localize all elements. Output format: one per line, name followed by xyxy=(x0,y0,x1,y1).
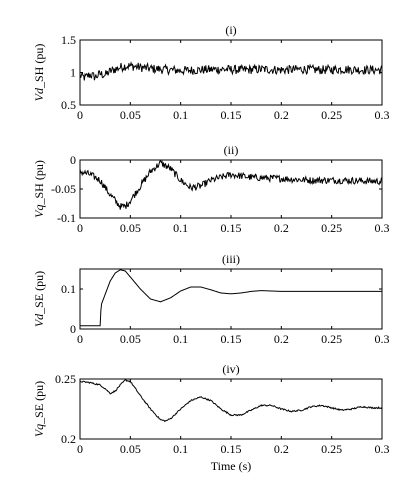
x-tick-label: 0.15 xyxy=(221,108,242,122)
y-axis-label-suffix: _SH (pu) xyxy=(32,160,46,205)
y-axis-label-symbol: Vd xyxy=(32,87,46,101)
y-axis-label-symbol: Vd xyxy=(32,313,46,327)
panel-label: (ii) xyxy=(224,143,239,157)
x-tick-label: 0 xyxy=(77,442,83,456)
y-axis-label-suffix: _SE (pu) xyxy=(32,271,46,315)
series-line xyxy=(79,61,383,81)
x-tick-label: 0.2 xyxy=(274,221,289,235)
plot-frame xyxy=(79,159,383,219)
y-axis-label: Vd_SE (pu) xyxy=(32,271,46,327)
x-tick-label: 0.05 xyxy=(120,108,141,122)
x-tick-label: 0.3 xyxy=(375,108,390,122)
series-line xyxy=(80,269,382,327)
x-tick-label: 0.25 xyxy=(321,332,342,346)
y-axis-label-symbol: Vq xyxy=(32,424,46,437)
x-tick-label: 0.25 xyxy=(321,221,342,235)
y-tick-label: 0 xyxy=(70,153,76,167)
x-tick-label: 0.15 xyxy=(221,221,242,235)
x-tick-label: 0 xyxy=(77,108,83,122)
y-tick-label: 0.2 xyxy=(61,432,76,446)
y-axis-label: Vq_SH (pu) xyxy=(32,160,46,218)
y-axis-label-symbol: Vq xyxy=(32,205,46,218)
panel-label: (i) xyxy=(225,23,236,37)
x-tick-label: 0.25 xyxy=(321,442,342,456)
x-tick-label: 0.15 xyxy=(221,332,242,346)
y-axis-label-suffix: _SH (pu) xyxy=(32,44,46,89)
x-tick-label: 0.1 xyxy=(173,442,188,456)
plot-frame xyxy=(79,39,383,106)
series-line xyxy=(79,159,383,210)
x-tick-label: 0 xyxy=(77,332,83,346)
y-tick-label: -0.1 xyxy=(57,211,76,225)
chart-panel-3: 0 0.05 0.1 0.15 0.2 0.25 0.3 0 0.1 (iii) Vd_SE (pu… xyxy=(32,252,390,346)
chart-panel-1: 0 0.05 0.1 0.15 0.2 0.25 0.3 0.5 1 1.5 (i) Vd_SH (p… xyxy=(32,23,390,122)
x-tick-label: 0.2 xyxy=(274,108,289,122)
panel-label: (iv) xyxy=(222,362,239,376)
y-tick-label: 0.1 xyxy=(61,282,76,296)
y-axis-label-suffix: _SE (pu) xyxy=(32,381,46,425)
x-tick-label: 0.1 xyxy=(173,221,188,235)
x-axis-label: Time (s) xyxy=(211,459,252,473)
plot-frame xyxy=(79,268,383,330)
y-tick-label: 1 xyxy=(70,66,76,80)
x-tick-label: 0.1 xyxy=(173,332,188,346)
x-tick-label: 0.2 xyxy=(274,442,289,456)
chart-panel-4: 0 0.05 0.1 0.15 0.2 0.25 0.3 0.2 0.25 (iv) Vq_SE (… xyxy=(32,362,390,473)
panel-label: (iii) xyxy=(222,252,240,266)
y-tick-label: 0 xyxy=(70,322,76,336)
x-tick-label: 0.05 xyxy=(120,221,141,235)
x-tick-label: 0.3 xyxy=(375,442,390,456)
x-tick-label: 0.3 xyxy=(375,332,390,346)
y-axis-label: Vq_SE (pu) xyxy=(32,381,46,437)
x-tick-label: 0.05 xyxy=(120,442,141,456)
chart-panel-2: 0 0.05 0.1 0.15 0.2 0.25 0.3 -0.1 -0.05 0 (ii) Vq_S… xyxy=(32,143,390,235)
x-tick-label: 0.25 xyxy=(321,108,342,122)
y-tick-label: 0.25 xyxy=(55,372,76,386)
x-tick-label: 0.2 xyxy=(274,332,289,346)
series-line xyxy=(79,379,383,423)
x-tick-label: 0.15 xyxy=(221,442,242,456)
y-axis-label: Vd_SH (pu) xyxy=(32,44,46,102)
y-tick-label: 0.5 xyxy=(61,98,76,112)
x-tick-label: 0.3 xyxy=(375,221,390,235)
x-tick-label: 0.1 xyxy=(173,108,188,122)
x-tick-label: 0.05 xyxy=(120,332,141,346)
y-tick-label: -0.05 xyxy=(51,182,76,196)
x-tick-label: 0 xyxy=(77,221,83,235)
y-tick-label: 1.5 xyxy=(61,33,76,47)
